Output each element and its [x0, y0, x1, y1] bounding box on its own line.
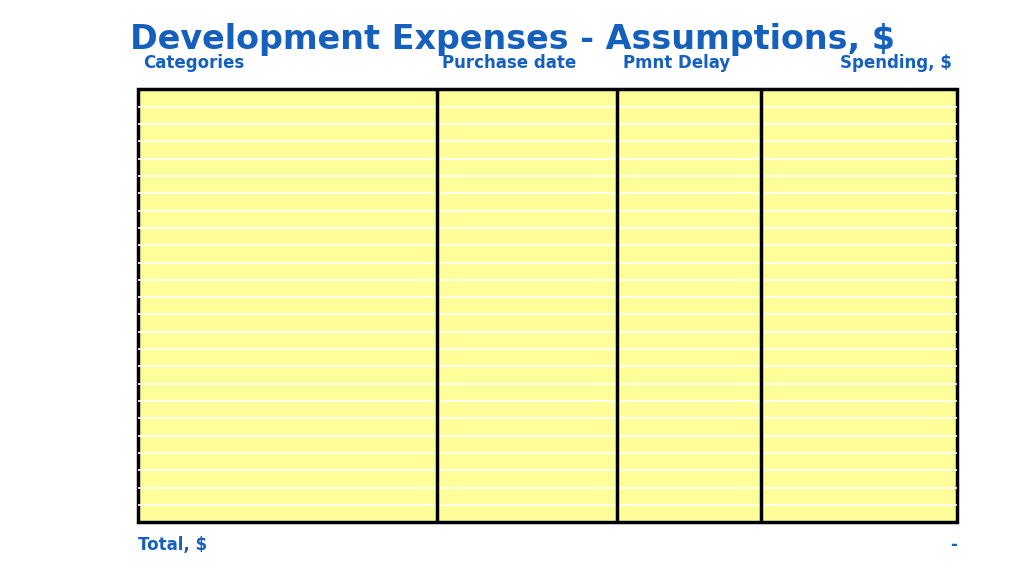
Text: Purchase date: Purchase date	[442, 54, 577, 72]
Text: Categories: Categories	[143, 54, 245, 72]
Text: Development Expenses - Assumptions, $: Development Expenses - Assumptions, $	[129, 23, 895, 56]
Text: Pmnt Delay: Pmnt Delay	[623, 54, 730, 72]
Text: -: -	[950, 536, 957, 554]
Text: Total, $: Total, $	[138, 536, 208, 554]
Bar	[138, 89, 957, 522]
Text: Spending, $: Spending, $	[841, 54, 952, 72]
